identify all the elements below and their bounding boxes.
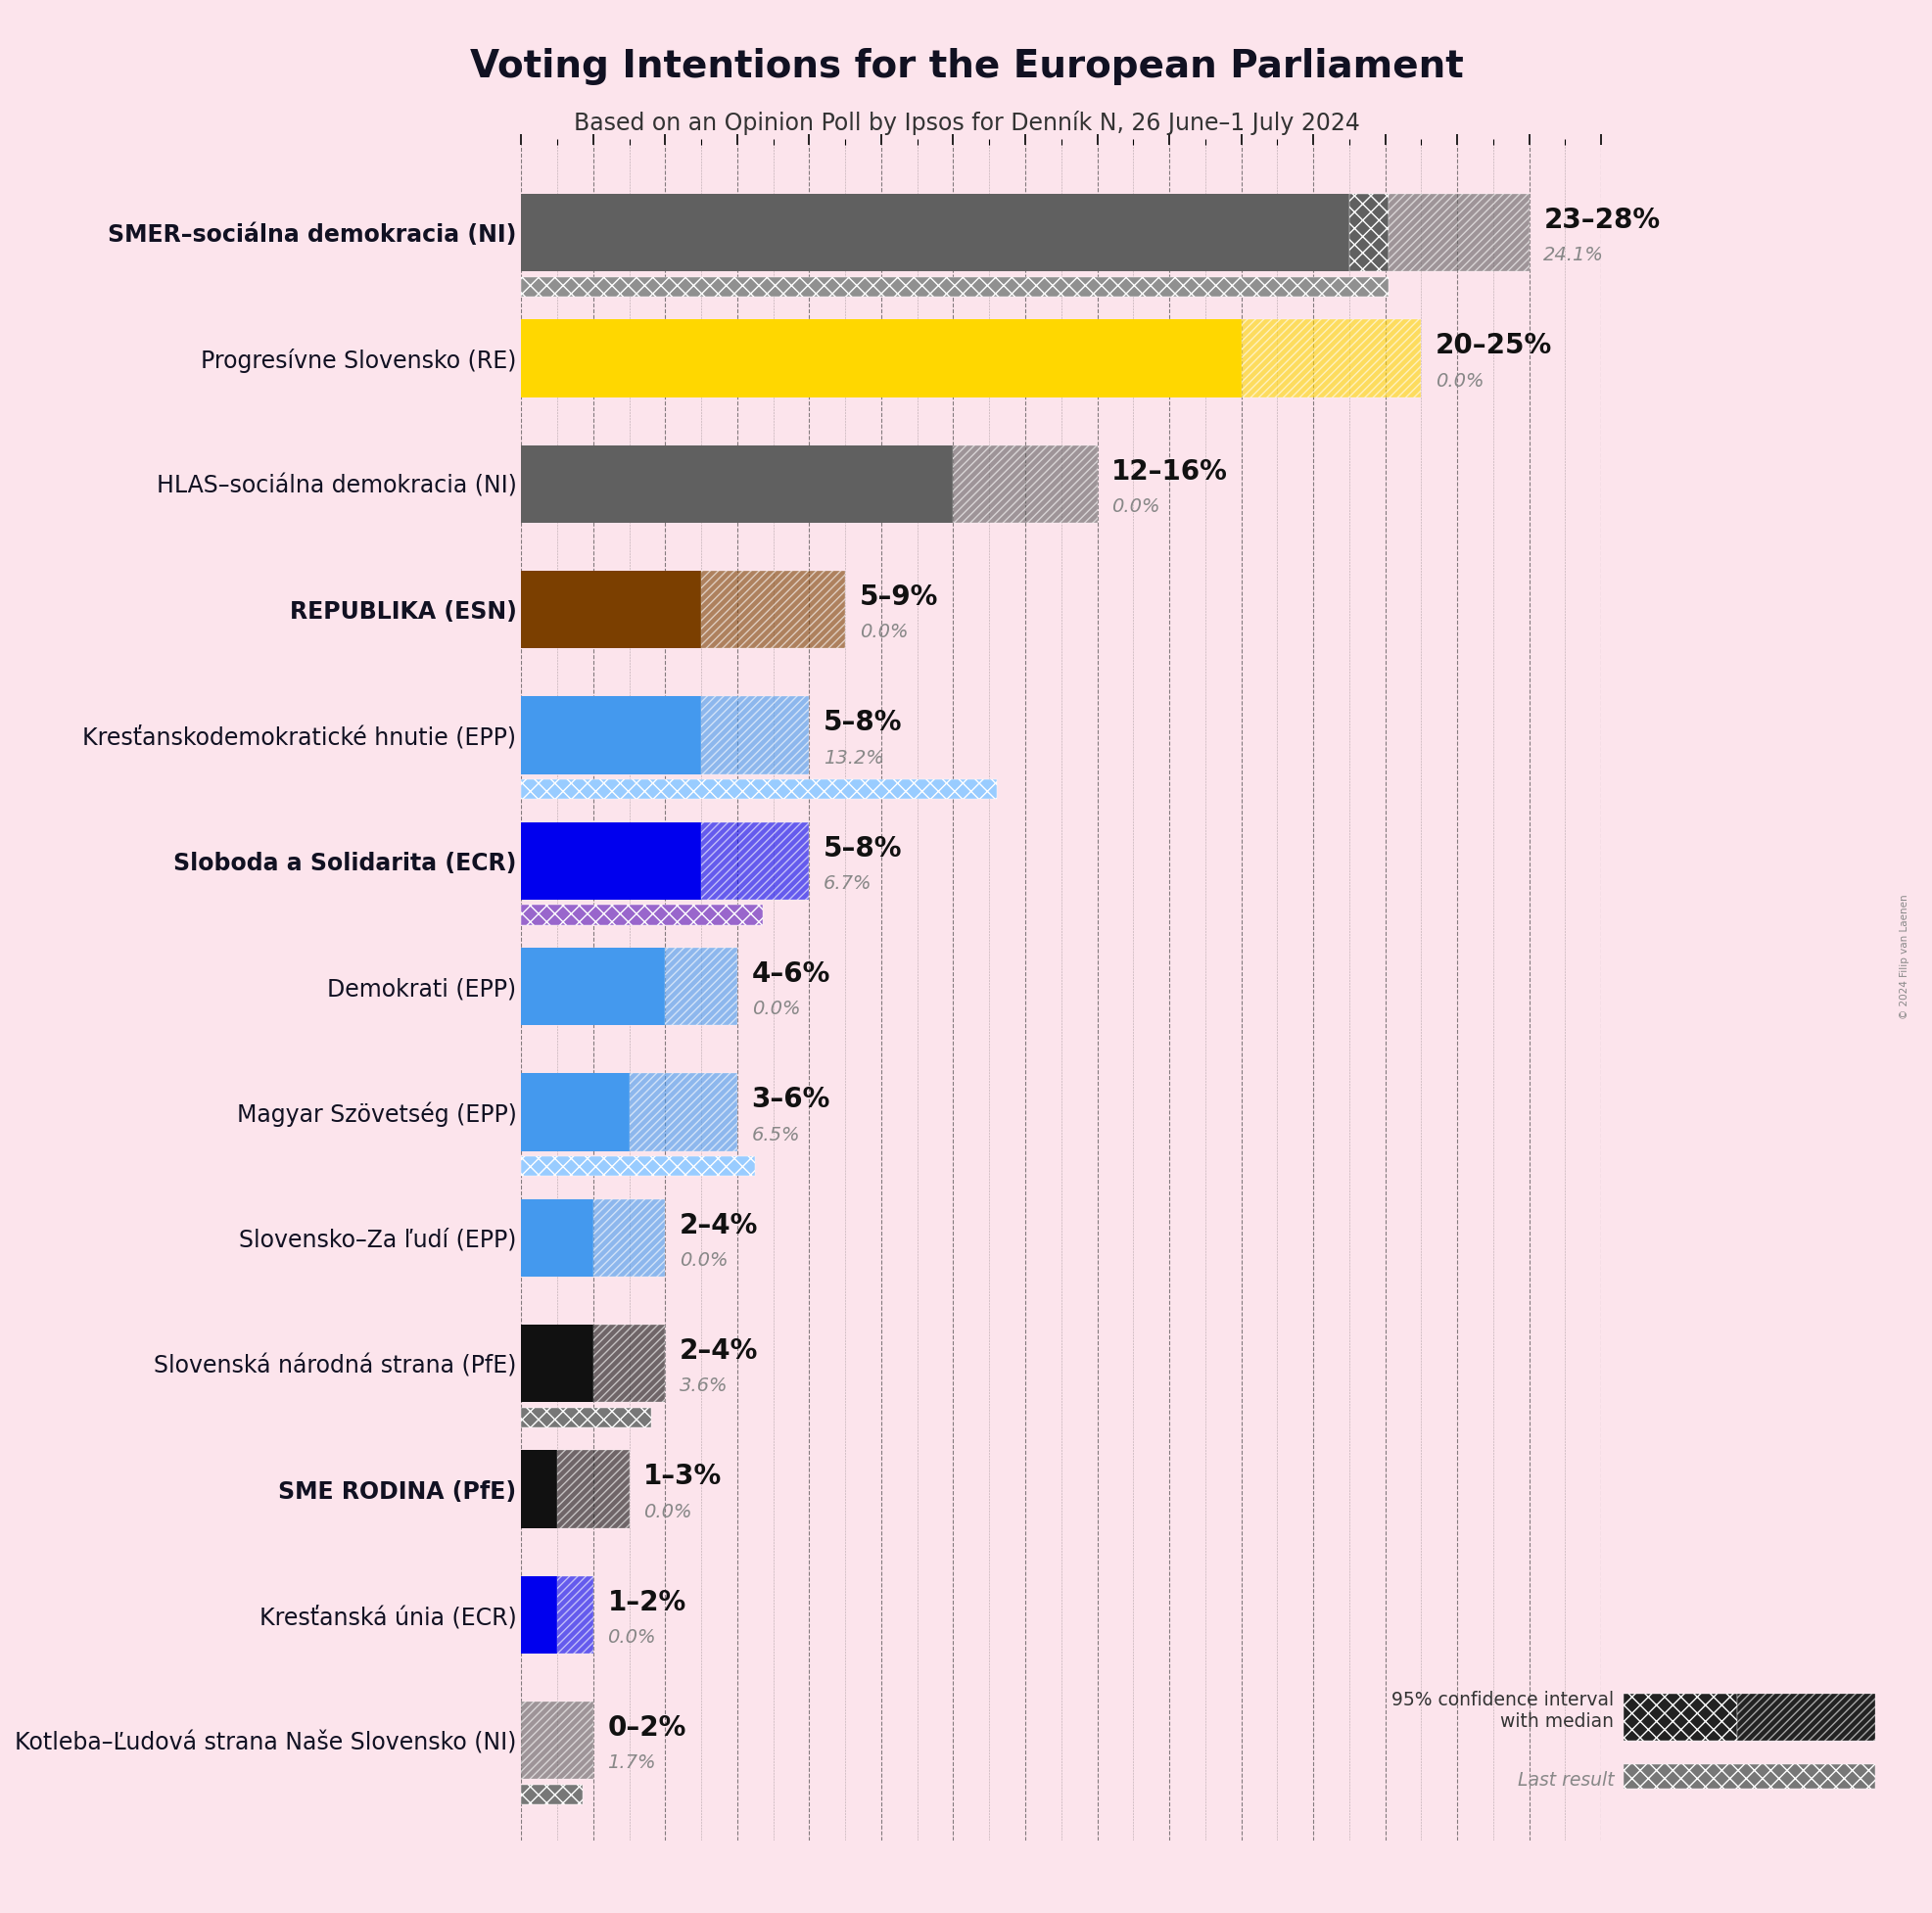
Bar [952, 446, 1097, 522]
Text: 4–6%: 4–6% [752, 960, 831, 987]
Bar [593, 1199, 665, 1276]
Bar [701, 696, 810, 775]
Bar [1623, 1764, 1874, 1789]
Text: 6.7%: 6.7% [823, 874, 871, 893]
Bar [522, 905, 761, 926]
Bar [522, 1701, 593, 1779]
Bar [522, 446, 952, 522]
Text: 23–28%: 23–28% [1544, 207, 1660, 233]
Bar [522, 947, 665, 1025]
Bar [665, 947, 736, 1025]
Text: 5–8%: 5–8% [823, 834, 902, 863]
Bar [522, 1408, 651, 1427]
Text: 0.0%: 0.0% [860, 624, 908, 641]
Bar [522, 1785, 582, 1804]
Text: 1.7%: 1.7% [607, 1754, 655, 1771]
Bar [1623, 1693, 1735, 1741]
Text: 2–4%: 2–4% [680, 1337, 757, 1364]
Text: 0.0%: 0.0% [752, 1000, 800, 1018]
Bar [522, 905, 761, 926]
Text: 0–2%: 0–2% [607, 1714, 686, 1741]
Bar [522, 779, 995, 800]
Text: 1–2%: 1–2% [607, 1588, 686, 1616]
Text: 20–25%: 20–25% [1435, 333, 1551, 360]
Text: 2–4%: 2–4% [680, 1211, 757, 1240]
Bar [593, 1324, 665, 1402]
Bar [522, 319, 1240, 398]
Bar [522, 1576, 556, 1653]
Bar [1735, 1693, 1874, 1741]
Bar [1623, 1764, 1874, 1789]
Bar [522, 193, 1349, 272]
Text: 0.0%: 0.0% [680, 1251, 728, 1270]
Bar [522, 779, 995, 800]
Bar [522, 1155, 755, 1176]
Bar [522, 823, 701, 899]
Bar [1349, 193, 1387, 272]
Bar [701, 823, 810, 899]
Bar [522, 570, 701, 649]
Bar [701, 570, 844, 649]
Bar [522, 277, 1387, 297]
Text: 0.0%: 0.0% [607, 1628, 655, 1647]
Text: 3–6%: 3–6% [752, 1087, 831, 1113]
Bar [522, 1155, 755, 1176]
Text: Last result: Last result [1517, 1771, 1613, 1791]
Text: 95% confidence interval
with median: 95% confidence interval with median [1391, 1691, 1613, 1731]
Bar [522, 1785, 582, 1804]
Text: 12–16%: 12–16% [1111, 457, 1227, 486]
Text: 5–9%: 5–9% [860, 583, 937, 610]
Text: Based on an Opinion Poll by Ipsos for Denník N, 26 June–1 July 2024: Based on an Opinion Poll by Ipsos for De… [574, 111, 1358, 136]
Bar [1623, 1693, 1874, 1741]
Text: 6.5%: 6.5% [752, 1125, 800, 1144]
Bar [556, 1450, 628, 1528]
Bar [556, 1576, 593, 1653]
Bar [522, 696, 701, 775]
Bar [522, 1199, 593, 1276]
Bar [1240, 319, 1420, 398]
Bar [1387, 193, 1528, 272]
Text: 0.0%: 0.0% [643, 1502, 692, 1521]
Bar [522, 1324, 593, 1402]
Bar [522, 277, 1387, 297]
Text: 0.0%: 0.0% [1111, 497, 1159, 517]
Text: 13.2%: 13.2% [823, 748, 883, 767]
Bar [522, 1408, 651, 1427]
Text: © 2024 Filip van Laenen: © 2024 Filip van Laenen [1899, 893, 1909, 1020]
Text: 3.6%: 3.6% [680, 1377, 728, 1395]
Text: 5–8%: 5–8% [823, 710, 902, 737]
Bar [628, 1073, 736, 1152]
Text: Voting Intentions for the European Parliament: Voting Intentions for the European Parli… [469, 48, 1463, 84]
Text: 1–3%: 1–3% [643, 1463, 723, 1490]
Bar [522, 1073, 628, 1152]
Text: 24.1%: 24.1% [1544, 247, 1604, 264]
Bar [522, 1450, 556, 1528]
Text: 0.0%: 0.0% [1435, 371, 1484, 390]
